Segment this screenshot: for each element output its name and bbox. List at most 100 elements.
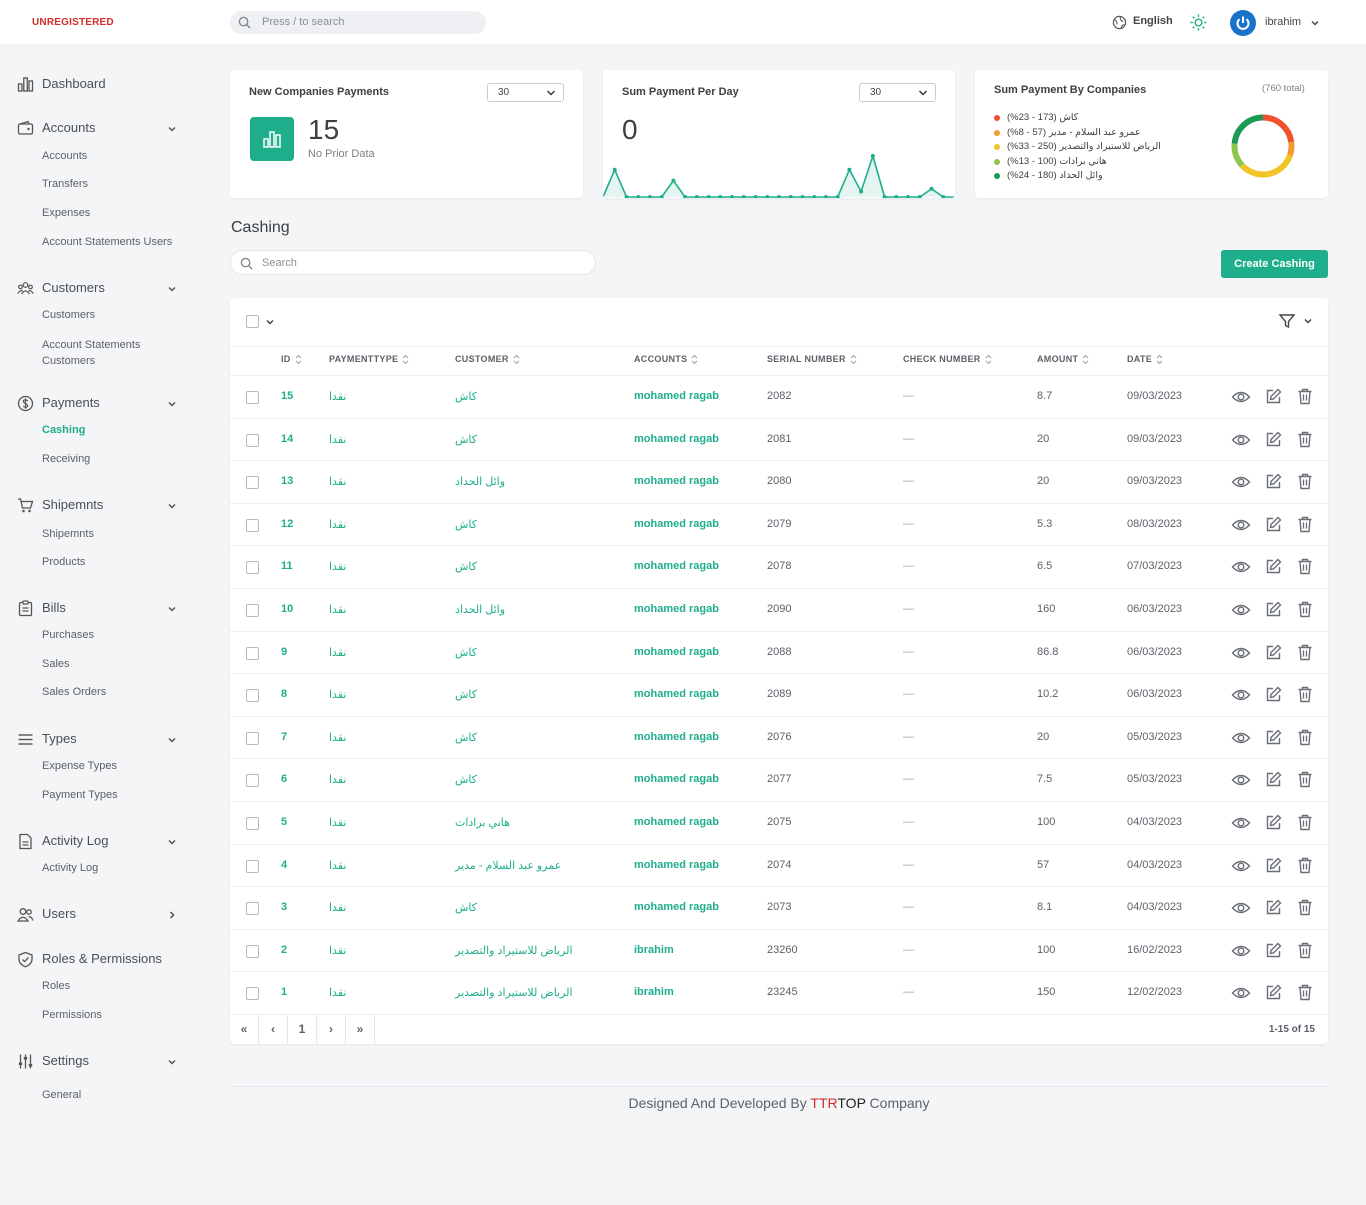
cell-accounts[interactable]: mohamed ragab bbox=[634, 390, 719, 402]
view-eye-icon[interactable] bbox=[1231, 516, 1251, 534]
edit-icon[interactable] bbox=[1265, 814, 1282, 831]
cell-accounts[interactable]: mohamed ragab bbox=[634, 730, 719, 743]
cell-id[interactable]: 7 bbox=[281, 730, 288, 743]
sidebar-subitem-account-statements-customers[interactable]: Account Statements Customers bbox=[42, 337, 140, 369]
prev-page-button[interactable]: ‹ bbox=[259, 1015, 288, 1045]
sidebar-item-accounts[interactable]: Accounts bbox=[17, 118, 182, 138]
view-eye-icon[interactable] bbox=[1231, 644, 1251, 662]
delete-trash-icon[interactable] bbox=[1297, 814, 1313, 831]
cell-id[interactable]: 6 bbox=[281, 773, 288, 786]
row-checkbox[interactable] bbox=[246, 476, 259, 490]
edit-icon[interactable] bbox=[1265, 644, 1282, 661]
cell-customer[interactable]: عمرو عبد السلام - مدير bbox=[455, 859, 562, 872]
cell-id[interactable]: 5 bbox=[281, 816, 288, 828]
select-all-checkbox[interactable] bbox=[246, 315, 259, 328]
table-search-input[interactable]: Search bbox=[230, 250, 596, 275]
header-col-customer[interactable]: CUSTOMER bbox=[455, 354, 520, 365]
cell-customer[interactable]: كاش bbox=[455, 774, 478, 787]
cell-id[interactable]: 4 bbox=[281, 858, 288, 871]
row-checkbox[interactable] bbox=[246, 689, 259, 703]
bulk-actions-chevron-icon[interactable] bbox=[265, 317, 275, 327]
row-checkbox[interactable] bbox=[246, 646, 259, 660]
cell-accounts[interactable]: mohamed ragab bbox=[634, 560, 719, 573]
sidebar-item-dashboard[interactable]: Dashboard bbox=[17, 74, 182, 94]
edit-icon[interactable] bbox=[1265, 601, 1282, 618]
cell-accounts[interactable]: mohamed ragab bbox=[634, 858, 719, 871]
sidebar-item-settings[interactable]: Settings bbox=[17, 1051, 182, 1071]
cell-customer[interactable]: كاش bbox=[455, 646, 478, 659]
edit-icon[interactable] bbox=[1265, 473, 1282, 490]
sidebar-subitem-transfers[interactable]: Transfers bbox=[42, 178, 89, 190]
sidebar-subitem-payment-types[interactable]: Payment Types bbox=[42, 789, 118, 801]
cell-customer[interactable]: كاش bbox=[455, 731, 478, 744]
delete-trash-icon[interactable] bbox=[1297, 431, 1313, 448]
row-checkbox[interactable] bbox=[246, 859, 259, 873]
cell-accounts[interactable]: mohamed ragab bbox=[634, 475, 719, 488]
cell-customer[interactable]: وائل الحداد bbox=[455, 604, 506, 616]
cell-id[interactable]: 11 bbox=[281, 560, 293, 573]
cell-customer[interactable]: كاش bbox=[455, 902, 478, 915]
view-eye-icon[interactable] bbox=[1231, 558, 1251, 576]
cell-customer[interactable]: الرياض للاستيراد والتصدير bbox=[455, 944, 573, 957]
cell-id[interactable]: 9 bbox=[281, 645, 288, 658]
cell-id[interactable]: 12 bbox=[281, 517, 294, 530]
edit-icon[interactable] bbox=[1265, 686, 1282, 703]
sidebar-subitem-expenses[interactable]: Expenses bbox=[42, 207, 91, 219]
delete-trash-icon[interactable] bbox=[1297, 601, 1313, 618]
edit-icon[interactable] bbox=[1265, 942, 1282, 959]
filter-icon[interactable] bbox=[1278, 312, 1296, 330]
cell-accounts[interactable]: mohamed ragab bbox=[634, 901, 719, 914]
global-search-input[interactable]: Press / to search bbox=[230, 11, 486, 34]
cell-accounts[interactable]: mohamed ragab bbox=[634, 773, 719, 786]
row-checkbox[interactable] bbox=[246, 817, 259, 830]
cell-accounts[interactable]: mohamed ragab bbox=[634, 517, 719, 530]
delete-trash-icon[interactable] bbox=[1297, 388, 1313, 405]
header-col-check-number[interactable]: CHECK NUMBER bbox=[903, 354, 992, 365]
sidebar-subitem-products[interactable]: Products bbox=[42, 556, 86, 568]
next-page-button[interactable]: › bbox=[317, 1015, 346, 1045]
delete-trash-icon[interactable] bbox=[1297, 644, 1313, 661]
row-checkbox[interactable] bbox=[246, 391, 259, 404]
cell-customer[interactable]: كاش bbox=[455, 391, 478, 403]
cell-id[interactable]: 13 bbox=[281, 475, 294, 488]
sidebar-subitem-expense-types[interactable]: Expense Types bbox=[42, 760, 118, 772]
sidebar-subitem-purchases[interactable]: Purchases bbox=[42, 629, 94, 641]
row-checkbox[interactable] bbox=[246, 518, 259, 532]
sidebar-subitem-general[interactable]: General bbox=[42, 1089, 82, 1101]
sidebar-item-payments[interactable]: Payments bbox=[17, 393, 182, 413]
period-select[interactable]: 30 bbox=[487, 83, 564, 102]
edit-icon[interactable] bbox=[1265, 431, 1282, 448]
cell-accounts[interactable]: ibrahim bbox=[634, 986, 674, 999]
sidebar-subitem-account-statements-users[interactable]: Account Statements Users bbox=[42, 236, 173, 248]
cell-accounts[interactable]: mohamed ragab bbox=[634, 645, 719, 658]
delete-trash-icon[interactable] bbox=[1297, 473, 1313, 490]
sidebar-item-activity-log[interactable]: Activity Log bbox=[17, 831, 182, 851]
cell-id[interactable]: 14 bbox=[281, 432, 294, 445]
sidebar-subitem-activity-log[interactable]: Activity Log bbox=[42, 862, 99, 874]
cell-customer[interactable]: الرياض للاستيراد والتصدير bbox=[455, 987, 573, 1000]
row-checkbox[interactable] bbox=[246, 433, 259, 447]
cell-accounts[interactable]: mohamed ragab bbox=[634, 816, 719, 828]
delete-trash-icon[interactable] bbox=[1297, 984, 1313, 1001]
cell-customer[interactable]: كاش bbox=[455, 433, 478, 446]
sidebar-item-customers[interactable]: Customers bbox=[17, 278, 182, 298]
sidebar-item-roles-permissions[interactable]: Roles & Permissions bbox=[17, 949, 182, 969]
sidebar-subitem-shipments[interactable]: Shipemnts bbox=[42, 528, 94, 540]
delete-trash-icon[interactable] bbox=[1297, 942, 1313, 959]
header-col-id[interactable]: ID bbox=[281, 354, 302, 365]
cell-id[interactable]: 8 bbox=[281, 688, 288, 701]
edit-icon[interactable] bbox=[1265, 984, 1282, 1001]
delete-trash-icon[interactable] bbox=[1297, 516, 1313, 533]
row-checkbox[interactable] bbox=[246, 561, 259, 575]
sidebar-subitem-receiving[interactable]: Receiving bbox=[42, 453, 91, 465]
period-select[interactable]: 30 bbox=[859, 83, 936, 102]
sidebar-item-users[interactable]: Users bbox=[17, 904, 182, 924]
sidebar-subitem-sales-orders[interactable]: Sales Orders bbox=[42, 686, 107, 698]
cell-accounts[interactable]: mohamed ragab bbox=[634, 432, 719, 445]
view-eye-icon[interactable] bbox=[1231, 814, 1251, 832]
row-checkbox[interactable] bbox=[246, 944, 259, 958]
row-checkbox[interactable] bbox=[246, 774, 259, 788]
theme-toggle-sun-icon[interactable] bbox=[1189, 13, 1208, 32]
cell-id[interactable]: 2 bbox=[281, 943, 288, 956]
cell-customer[interactable]: كاش bbox=[455, 689, 478, 702]
